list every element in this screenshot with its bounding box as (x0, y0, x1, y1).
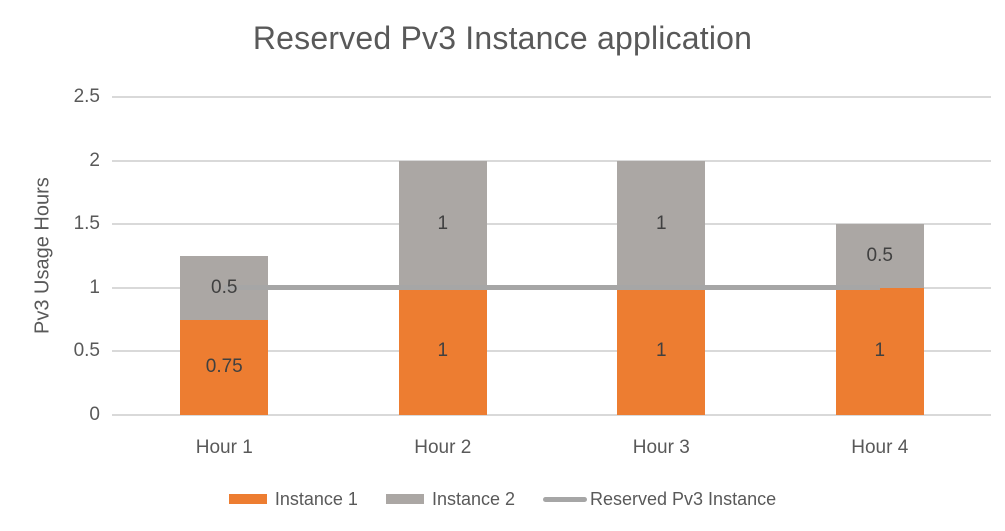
y-tick-label: 1.5 (73, 213, 100, 235)
gridline (112, 159, 991, 162)
bar-value-label: 0.5 (211, 276, 238, 298)
x-axis-label: Hour 1 (195, 437, 253, 458)
reserved-line (224, 285, 880, 291)
legend-item: Instance 1 (228, 488, 358, 510)
legend-item: Reserved Pv3 Instance (543, 489, 776, 510)
gridline (112, 414, 991, 416)
legend-label: Reserved Pv3 Instance (590, 488, 777, 509)
plot-area: Pv3 Usage Hours 0 0.5 1 1.5 2 2.5 0.75 1 1 1 0.5 1… (32, 86, 991, 458)
legend-item: Instance 2 (385, 488, 515, 510)
bar-value-label: 1 (437, 340, 449, 362)
bar-value-label: 1 (655, 340, 667, 362)
bar-value-label: 0.5 (866, 245, 893, 267)
legend-label: Instance 1 (274, 488, 358, 509)
bar-segment: 1 (617, 160, 706, 288)
legend-label: Instance 2 (431, 488, 515, 509)
x-axis-label: Hour 4 (851, 437, 909, 458)
legend: Instance 1 Instance 2 Reserved Pv3 Instanc… (0, 486, 1005, 512)
x-axis-label: Hour 2 (414, 437, 472, 458)
y-axis-title: Pv3 Usage Hours (31, 177, 54, 335)
chart-title: Reserved Pv3 Instance application (252, 20, 753, 56)
bar-value-label: 1 (437, 213, 449, 235)
bar-segment: 1 (398, 160, 487, 288)
legend-line-swatch-icon (543, 496, 587, 502)
x-axis-label: Hour 3 (632, 437, 690, 458)
gridline (112, 223, 991, 226)
gridline (112, 96, 991, 98)
y-tick-label: 1 (89, 276, 100, 298)
bar-segment: 1 (835, 287, 924, 415)
y-tick-label: 0 (89, 404, 100, 425)
legend-bar-swatch-icon (228, 494, 267, 504)
bar-segment: 1 (617, 287, 706, 415)
y-tick-label: 0.5 (73, 340, 100, 362)
bar-value-label: 0.75 (205, 356, 243, 378)
bar-value-label: 1 (874, 340, 886, 362)
gridline (112, 350, 991, 353)
bar-segment: 0.75 (180, 319, 269, 415)
bar-segment: 1 (398, 287, 487, 415)
y-tick-label: 2.5 (73, 86, 100, 107)
y-tick-label: 2 (89, 149, 100, 171)
bar-value-label: 1 (655, 213, 667, 235)
bar-segment: 0.5 (835, 224, 924, 288)
legend-bar-swatch-icon (385, 494, 424, 504)
